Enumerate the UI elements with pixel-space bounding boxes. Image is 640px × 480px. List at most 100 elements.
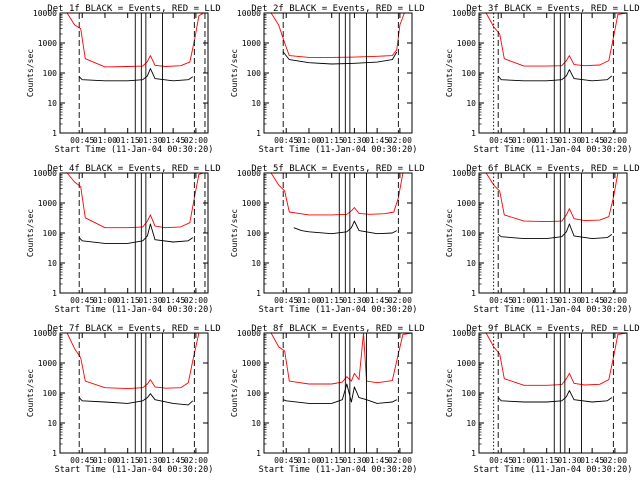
detector-panel-4: Det 4f BLACK = Events, RED = LLD 1 10 100 10… <box>26 164 221 315</box>
y-tick-label: 10 <box>251 419 261 428</box>
y-tick-label: 10000 <box>237 169 261 178</box>
x-tick-label: 02:00 <box>184 296 208 305</box>
y-tick-label: 1 <box>52 129 57 138</box>
y-tick-label: 1000 <box>242 39 261 48</box>
chart-title: Det 5f BLACK = Events, RED = LLD <box>251 164 424 174</box>
lld-series-line <box>264 12 412 58</box>
x-tick-label: 01:00 <box>512 296 536 305</box>
x-axis-label: Start Time (11-Jan-04 00:30:20) <box>474 145 633 155</box>
y-tick-label: 1 <box>471 129 476 138</box>
detector-panel-9: Det 9f BLACK = Events, RED = LLD 1 10 100 10… <box>445 324 640 475</box>
lld-series-line <box>60 172 208 229</box>
y-tick-label: 100 <box>247 389 262 398</box>
x-tick-label: 01:00 <box>297 456 321 465</box>
x-tick-label: 01:15 <box>320 296 344 305</box>
events-series-line <box>78 68 194 82</box>
lld-series-line <box>60 332 208 390</box>
y-tick-label: 10000 <box>237 329 261 338</box>
y-tick-label: 1000 <box>457 199 476 208</box>
y-axis-label: Counts/sec <box>230 369 239 417</box>
x-tick-label: 02:00 <box>388 136 412 145</box>
x-tick-label: 00:45 <box>489 296 513 305</box>
detector-panel-6: Det 6f BLACK = Events, RED = LLD 1 10 100 10… <box>445 164 640 315</box>
y-tick-label: 10000 <box>452 169 476 178</box>
events-series-line <box>78 393 194 406</box>
lld-series-line <box>479 332 628 386</box>
x-tick-label: 01:15 <box>535 136 559 145</box>
x-tick-label: 01:15 <box>535 296 559 305</box>
events-series-line <box>78 223 194 244</box>
x-tick-label: 01:00 <box>512 136 536 145</box>
y-tick-label: 1000 <box>457 359 476 368</box>
x-tick-label: 02:00 <box>388 456 412 465</box>
y-tick-label: 1 <box>471 289 476 298</box>
x-tick-label: 00:45 <box>70 456 94 465</box>
detector-panel-7: Det 7f BLACK = Events, RED = LLD 1 10 100 10… <box>26 324 221 475</box>
y-tick-label: 10 <box>466 419 476 428</box>
y-tick-label: 1000 <box>242 359 261 368</box>
y-tick-label: 100 <box>462 229 477 238</box>
y-tick-label: 1000 <box>38 359 57 368</box>
y-tick-label: 10 <box>47 259 57 268</box>
x-tick-label: 02:00 <box>184 456 208 465</box>
x-axis-label: Start Time (11-Jan-04 00:30:20) <box>55 305 214 315</box>
x-tick-label: 01:30 <box>342 136 366 145</box>
y-tick-label: 10000 <box>33 9 57 18</box>
events-series-line <box>283 383 398 404</box>
x-tick-label: 01:45 <box>161 136 185 145</box>
lld-series-line <box>479 172 627 223</box>
x-axis-label: Start Time (11-Jan-04 00:30:20) <box>259 465 418 475</box>
events-series-line <box>282 51 398 65</box>
x-tick-label: 01:00 <box>93 456 117 465</box>
x-tick-label: 02:00 <box>388 296 412 305</box>
y-axis-label: Counts/sec <box>445 369 454 417</box>
x-tick-label: 01:45 <box>365 456 389 465</box>
x-tick-label: 00:45 <box>274 136 298 145</box>
x-axis-label: Start Time (11-Jan-04 00:30:20) <box>474 305 633 315</box>
y-tick-label: 10000 <box>452 329 476 338</box>
y-tick-label: 100 <box>247 229 262 238</box>
y-axis-label: Counts/sec <box>230 209 239 257</box>
y-tick-label: 10 <box>466 259 476 268</box>
y-axis-label: Counts/sec <box>26 209 35 257</box>
detector-panel-2: Det 2f BLACK = Events, RED = LLD 1 10 100 10… <box>230 4 425 155</box>
y-tick-label: 10000 <box>237 9 261 18</box>
x-tick-label: 01:45 <box>161 456 185 465</box>
y-tick-label: 100 <box>247 69 262 78</box>
x-tick-label: 02:00 <box>603 136 627 145</box>
x-axis-label: Start Time (11-Jan-04 00:30:20) <box>474 465 633 475</box>
chart-title: Det 1f BLACK = Events, RED = LLD <box>47 4 220 14</box>
y-tick-label: 10000 <box>452 9 476 18</box>
x-axis-label: Start Time (11-Jan-04 00:30:20) <box>259 145 418 155</box>
x-tick-label: 02:00 <box>603 456 627 465</box>
x-tick-label: 01:15 <box>116 456 140 465</box>
detector-panel-5: Det 5f BLACK = Events, RED = LLD 1 10 100 10… <box>230 164 425 315</box>
x-tick-label: 01:00 <box>297 136 321 145</box>
x-axis-label: Start Time (11-Jan-04 00:30:20) <box>55 145 214 155</box>
events-series-line <box>497 69 613 82</box>
plot-frame <box>478 172 628 294</box>
x-tick-label: 01:30 <box>342 456 366 465</box>
detector-panel-1: Det 1f BLACK = Events, RED = LLD 1 10 100 10… <box>26 4 221 155</box>
plot-frame <box>59 172 209 294</box>
x-tick-label: 01:00 <box>93 136 117 145</box>
x-tick-label: 01:00 <box>297 296 321 305</box>
plot-frame <box>59 332 209 454</box>
x-tick-label: 01:15 <box>535 456 559 465</box>
y-tick-label: 10 <box>251 99 261 108</box>
y-tick-label: 100 <box>462 389 477 398</box>
x-tick-label: 01:15 <box>320 136 344 145</box>
x-tick-label: 01:45 <box>161 296 185 305</box>
x-tick-label: 01:30 <box>138 136 162 145</box>
y-tick-label: 1 <box>471 449 476 458</box>
x-tick-label: 01:30 <box>138 296 162 305</box>
y-tick-label: 100 <box>462 69 477 78</box>
x-tick-label: 01:30 <box>138 456 162 465</box>
detector-panel-8: Det 8f BLACK = Events, RED = LLD 1 10 100 10… <box>230 324 425 475</box>
x-tick-label: 01:00 <box>512 456 536 465</box>
chart-title: Det 3f BLACK = Events, RED = LLD <box>466 4 639 14</box>
plot-frame <box>263 332 413 454</box>
lld-series-line <box>264 332 413 385</box>
y-tick-label: 1000 <box>457 39 476 48</box>
